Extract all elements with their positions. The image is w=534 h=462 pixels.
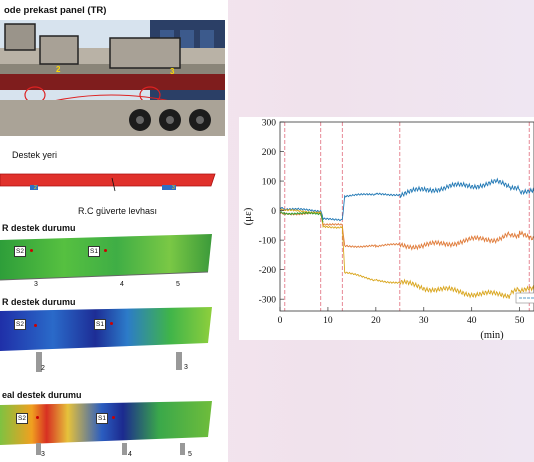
photo-marker-3: 3 [170, 67, 175, 76]
fem-contour-2: S2 S1 [0, 307, 212, 359]
y-tick-label-6: -300 [259, 296, 277, 306]
fem2-s2-label: S2 [14, 319, 26, 330]
fem1-s2-point [30, 249, 33, 252]
chart-event-lines [284, 122, 530, 311]
fem3-s2-point [36, 416, 39, 419]
fem3-s2-label: S2 [16, 413, 28, 424]
x-tick-label-5: 50 [515, 316, 525, 326]
fem-contour-1: S2 S1 [0, 234, 212, 286]
series-line-3 [279, 211, 324, 223]
series-line-0 [279, 177, 534, 222]
y-tick-label-3: 0 [271, 207, 276, 217]
fem2-support-2: 2 [41, 365, 45, 372]
fem1-support-4: 4 [120, 281, 124, 288]
x-tick-label-4: 40 [467, 316, 477, 326]
support-location-label: Destek yeri [12, 150, 58, 160]
truck-photo-drawing [0, 20, 225, 136]
fem1-support-3: 3 [34, 281, 38, 288]
y-tick-label-2: 100 [262, 178, 277, 188]
fem3-support-posts [36, 443, 185, 455]
fem2-support-3: 3 [184, 364, 188, 371]
series-line-1 [279, 211, 534, 251]
chart-axes-frame [279, 121, 534, 312]
y-tick-label-5: -200 [259, 266, 277, 276]
chart-legend-stub [515, 292, 534, 304]
y-tick-label-4: -100 [259, 237, 277, 247]
fem-title-1: R destek durumu [2, 223, 76, 233]
x-tick-label-2: 20 [371, 316, 381, 326]
fem2-s1-point [110, 322, 113, 325]
y-tick-label-1: 200 [262, 148, 277, 158]
fem1-s2-label: S2 [14, 246, 26, 257]
fem-title-2: R destek durumu [2, 297, 76, 307]
x-tick-label-0: 0 [278, 316, 283, 326]
fem-contour-2-drawing [0, 307, 212, 351]
deck-label: R.C güverte levhası [78, 206, 158, 216]
truck-photo: 2 3 [0, 20, 225, 136]
deck-bar-diagram: 2 3 [0, 173, 216, 192]
fem3-s1-point [112, 416, 115, 419]
fem2-s1-label: S1 [94, 319, 106, 330]
strain-chart: 300 200 100 0 -100 -200 -300 0 10 20 30 40 50 (με) (… [239, 117, 534, 341]
x-axis-label: (min) [480, 330, 504, 340]
fem-contour-1-drawing [0, 234, 212, 281]
svg-text:3: 3 [172, 185, 175, 191]
y-tick-label-0: 300 [262, 119, 277, 129]
x-tick-label-1: 10 [323, 316, 333, 326]
photo-marker-2: 2 [56, 65, 61, 74]
fem1-s1-label: S1 [88, 246, 100, 257]
fem3-support-5: 5 [188, 451, 192, 458]
panel-title: ode prekast panel (TR) [4, 5, 107, 16]
fem3-support-4: 4 [128, 451, 132, 458]
fem1-s1-point [104, 249, 107, 252]
series-line-2 [279, 208, 534, 299]
x-tick-label-3: 30 [419, 316, 429, 326]
chart-series-group [279, 177, 534, 299]
fem3-s1-label: S1 [96, 413, 108, 424]
svg-text:2: 2 [34, 185, 37, 191]
left-figure-panel: ode prekast panel (TR) 2 3 [0, 0, 228, 462]
fem2-s2-point [34, 324, 37, 327]
fem3-support-3: 3 [41, 451, 45, 458]
fem-title-3: eal destek durumu [2, 390, 82, 400]
fem1-support-5: 5 [176, 281, 180, 288]
y-axis-label: (με) [242, 207, 254, 225]
fem2-support-posts [36, 352, 182, 372]
fem-contour-3: S2 S1 [0, 401, 212, 453]
